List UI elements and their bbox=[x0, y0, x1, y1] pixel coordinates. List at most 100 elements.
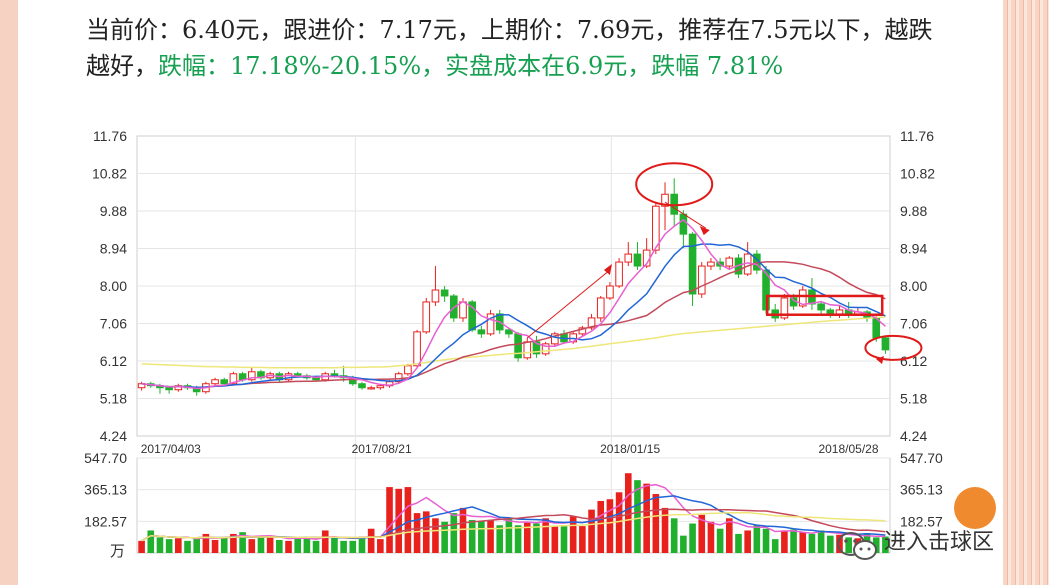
volume-bar bbox=[523, 521, 531, 553]
candle-up bbox=[615, 261, 623, 287]
volume-bar bbox=[257, 537, 265, 553]
candle-up bbox=[174, 385, 183, 391]
orange-circle-decoration bbox=[954, 487, 996, 529]
volume-bar bbox=[211, 539, 219, 553]
headline-text: 当前价：6.40元，跟进价：7.17元，上期价：7.69元，推荐在7.5元以下，… bbox=[86, 12, 946, 84]
price-tick-label-left: 8.94 bbox=[100, 241, 127, 257]
volume-bar bbox=[698, 514, 706, 553]
candle-up bbox=[229, 373, 238, 385]
headline-part-1: 当前价：6.40元，跟进价：7.17元，上期价：7.69元，推荐在7.5元以下，… bbox=[86, 16, 933, 80]
volume-bar bbox=[808, 533, 816, 553]
candle-down bbox=[505, 329, 513, 335]
volume-bar bbox=[413, 513, 421, 553]
volume-bar bbox=[450, 513, 458, 553]
volume-bar bbox=[634, 480, 641, 553]
candle-up bbox=[523, 341, 532, 359]
volume-bar bbox=[661, 507, 669, 553]
candle-up bbox=[486, 313, 495, 335]
latest-price-circle-annotation bbox=[864, 334, 923, 361]
volume-bar bbox=[771, 539, 779, 553]
candle-down bbox=[165, 387, 173, 391]
volume-bar bbox=[845, 537, 852, 553]
candle-up bbox=[596, 297, 605, 319]
volume-bar bbox=[560, 525, 568, 553]
watermark-text: 进入击球区 bbox=[884, 530, 995, 555]
candle-down bbox=[881, 337, 890, 351]
downtrend-arrow-annotation bbox=[664, 201, 707, 229]
volume-bar bbox=[735, 533, 742, 553]
volume-tick-label-right: 182.57 bbox=[900, 513, 943, 529]
price-tick-label-right: 8.00 bbox=[900, 278, 927, 294]
volume-bar bbox=[175, 538, 182, 553]
candle-up bbox=[578, 327, 587, 335]
volume-bar bbox=[303, 538, 311, 553]
volume-bar bbox=[624, 473, 632, 553]
candle-up bbox=[697, 265, 706, 295]
volume-bar bbox=[340, 540, 347, 553]
volume-bar bbox=[386, 487, 393, 553]
volume-unit-label: 万 bbox=[110, 543, 125, 560]
downtrend-arrowhead bbox=[699, 226, 710, 236]
volume-bar bbox=[496, 525, 504, 553]
peak-circle-annotation bbox=[635, 162, 714, 207]
volume-bar bbox=[321, 530, 329, 553]
volume-bar bbox=[799, 532, 807, 553]
volume-bar bbox=[551, 526, 559, 553]
volume-bar bbox=[680, 535, 687, 553]
price-tick-label-left: 7.06 bbox=[100, 316, 127, 332]
candle-down bbox=[477, 329, 486, 335]
candle-up bbox=[780, 297, 789, 319]
volume-bar bbox=[836, 534, 843, 553]
volume-bar bbox=[422, 511, 430, 553]
volume-bar bbox=[377, 539, 384, 553]
candle-up bbox=[541, 343, 550, 355]
price-tick-label-left: 9.88 bbox=[100, 203, 127, 219]
candle-up bbox=[624, 253, 633, 263]
volume-bar bbox=[707, 521, 715, 553]
volume-bar bbox=[615, 492, 623, 553]
date-axis-label: 2018/01/15 bbox=[600, 442, 660, 456]
volume-bar bbox=[781, 531, 788, 553]
candle-up bbox=[551, 333, 559, 345]
slide-frame-right bbox=[1003, 0, 1049, 585]
volume-bar bbox=[744, 530, 751, 553]
volume-bar bbox=[597, 500, 605, 553]
candle-up bbox=[284, 373, 293, 381]
volume-bar bbox=[285, 540, 292, 553]
volume-bar bbox=[542, 518, 549, 553]
volume-bar bbox=[395, 488, 403, 553]
volume-bar bbox=[294, 536, 302, 553]
volume-tick-label-left: 365.13 bbox=[84, 482, 127, 498]
price-tick-label-left: 8.00 bbox=[100, 278, 127, 294]
volume-bar bbox=[239, 532, 246, 553]
volume-bar bbox=[569, 516, 577, 553]
volume-bar bbox=[882, 536, 889, 553]
volume-bar bbox=[184, 540, 191, 553]
volume-bar bbox=[404, 487, 412, 553]
volume-bar bbox=[165, 539, 173, 553]
ma5-line bbox=[141, 218, 886, 390]
candle-up bbox=[413, 331, 421, 367]
volume-ma60-line bbox=[141, 511, 886, 542]
volume-bar bbox=[468, 520, 476, 553]
candle-up bbox=[422, 301, 431, 333]
volume-tick-label-right: 547.70 bbox=[900, 450, 943, 466]
price-tick-label-right: 4.24 bbox=[900, 428, 927, 444]
cost-range-box-annotation bbox=[765, 294, 884, 316]
volume-bar bbox=[349, 540, 357, 553]
volume-bar bbox=[514, 525, 522, 553]
volume-tick-label-right: 365.13 bbox=[900, 482, 943, 498]
date-axis-label: 2018/05/28 bbox=[818, 442, 878, 456]
candle-down bbox=[532, 341, 541, 355]
candle-up bbox=[606, 285, 614, 299]
ma10-line bbox=[141, 243, 886, 389]
volume-tick-label-left: 547.70 bbox=[84, 450, 127, 466]
volume-panel bbox=[136, 457, 891, 554]
volume-bar bbox=[533, 523, 540, 553]
volume-bar bbox=[276, 539, 283, 553]
volume-bar bbox=[716, 528, 724, 553]
volume-tick-label-left: 182.57 bbox=[84, 513, 127, 529]
candle-down bbox=[679, 213, 688, 235]
volume-bar bbox=[193, 537, 200, 553]
price-tick-label-right: 9.88 bbox=[900, 203, 927, 219]
